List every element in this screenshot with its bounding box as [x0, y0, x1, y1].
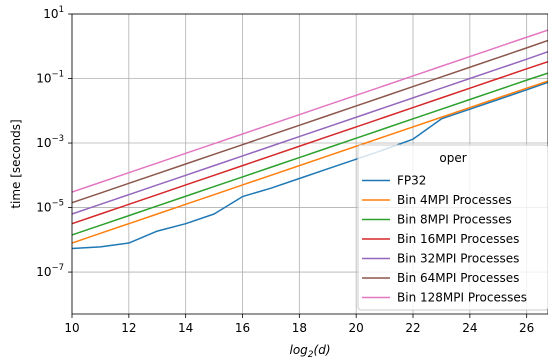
y-tick-label: 101 — [43, 5, 64, 21]
x-tick-label: 26 — [519, 321, 534, 335]
y-tick-exponent: −7 — [51, 263, 64, 273]
y-tick-exponent: 1 — [59, 5, 64, 15]
x-tick-label: 20 — [349, 321, 364, 335]
y-tick-exponent: −3 — [51, 134, 64, 144]
y-tick-label: 10−1 — [36, 70, 64, 86]
x-tick-label: 12 — [121, 321, 136, 335]
legend-box — [357, 144, 548, 311]
legend-title: oper — [439, 151, 466, 165]
series-line — [71, 39, 548, 204]
y-tick-base: 10 — [36, 136, 51, 150]
y-tick-exponent: −1 — [51, 70, 64, 80]
series-line — [71, 72, 548, 236]
legend-item-label: Bin 128MPI Processes — [397, 291, 527, 305]
legend-item-label: Bin 4MPI Processes — [397, 193, 512, 207]
plot-frame — [71, 13, 548, 315]
series-line — [71, 61, 548, 225]
series-line — [71, 80, 548, 244]
x-tick-label: 22 — [405, 321, 420, 335]
x-tick-label: 10 — [64, 321, 79, 335]
x-tick-label: 14 — [178, 321, 193, 335]
y-tick-base: 10 — [36, 201, 51, 215]
series-line — [71, 81, 548, 250]
legend-item-label: Bin 16MPI Processes — [397, 232, 519, 246]
y-tick-exponent: −5 — [51, 199, 64, 209]
y-tick-base: 10 — [36, 265, 51, 279]
x-axis-label: log2(d) — [289, 343, 330, 360]
x-tick-label: 18 — [292, 321, 307, 335]
series-lines — [71, 29, 548, 250]
series-line — [71, 51, 548, 215]
legend-item-label: Bin 32MPI Processes — [397, 252, 519, 266]
legend-item-label: FP32 — [397, 174, 426, 188]
x-axis-ticks: 10 12 14 16 18 20 22 24 26 — [64, 314, 534, 335]
y-tick-base: 10 — [36, 72, 51, 86]
legend-item-label: Bin 64MPI Processes — [397, 271, 519, 285]
y-axis-label: time [seconds] — [9, 119, 23, 208]
x-tick-label: 16 — [235, 321, 250, 335]
y-tick-base: 10 — [43, 7, 58, 21]
legend-item-label: Bin 8MPI Processes — [397, 213, 512, 227]
y-tick-label: 10−3 — [36, 134, 64, 150]
x-tick-label: 24 — [462, 321, 477, 335]
y-tick-label: 10−5 — [36, 199, 64, 215]
series-line — [71, 29, 548, 193]
legend: oper FP32 Bin 4MPI Processes Bin 8MPI Proce… — [357, 144, 548, 311]
y-tick-label: 10−7 — [36, 263, 64, 279]
